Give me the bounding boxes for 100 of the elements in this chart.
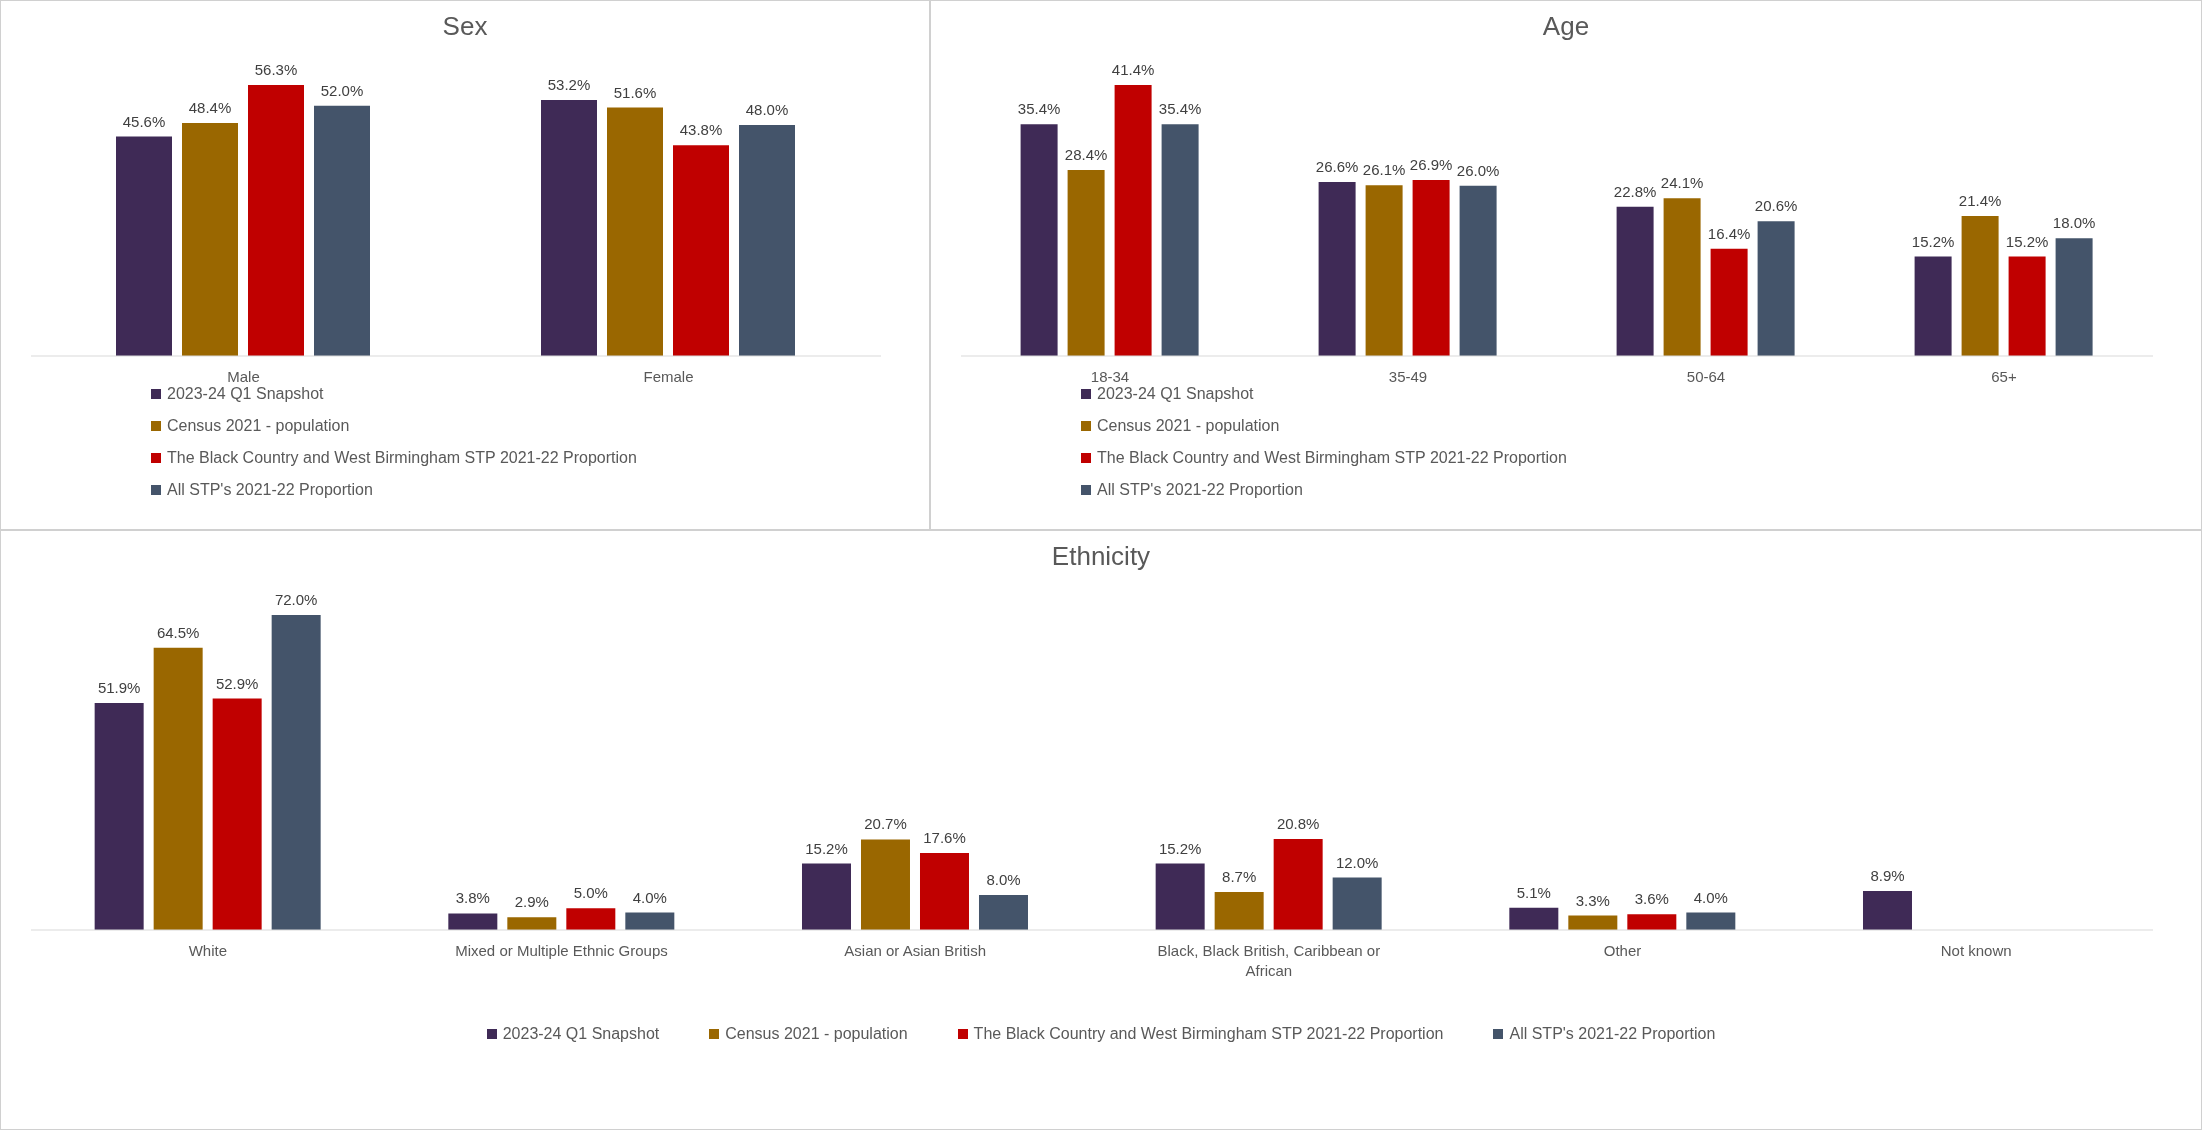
data-label: 8.0% — [986, 871, 1021, 888]
bar — [1214, 891, 1264, 930]
data-label: 2.9% — [514, 893, 549, 911]
x-tick-label: 35-49 — [1388, 368, 1428, 385]
bar — [1568, 915, 1618, 930]
data-label: 4.0% — [1693, 888, 1728, 906]
bar — [801, 863, 851, 930]
data-label: 35.4% — [1158, 100, 1202, 118]
chart-title: Age — [1541, 11, 1591, 43]
data-label: 52.0% — [320, 81, 364, 99]
data-label: 28.4% — [1064, 146, 1108, 164]
data-label: 20.6% — [1754, 197, 1798, 215]
data-label: 5.1% — [1516, 883, 1551, 901]
bar — [2008, 256, 2046, 356]
legend-label: 2023-24 Q1 Snapshot — [502, 1025, 660, 1043]
bar — [1020, 124, 1058, 356]
legend-label: The Black Country and West Birmingham STP 2021-22 Proportion — [973, 1025, 1444, 1043]
legend-label: The Black Country and West Birmingham STP 2021-22 Proportion — [1097, 449, 1567, 467]
chart-title: Sex — [441, 11, 489, 43]
data-label: 45.6% — [122, 112, 166, 130]
bar — [1412, 179, 1450, 356]
data-label: 26.9% — [1409, 155, 1453, 173]
legend-label: All STP's 2021-22 Proportion — [1097, 481, 1303, 499]
data-label: 26.6% — [1315, 157, 1359, 175]
legend-label: All STP's 2021-22 Proportion — [167, 481, 373, 499]
x-tick-label: Mixed or Multiple Ethnic Groups — [455, 942, 668, 959]
bar — [1318, 181, 1356, 356]
legend-label: Census 2021 - population — [1097, 417, 1280, 435]
bar — [978, 895, 1028, 930]
bar — [1273, 839, 1323, 930]
bar — [1459, 185, 1497, 356]
x-tick-label: 18-34 — [1090, 368, 1130, 385]
data-label: 56.3% — [254, 61, 298, 78]
bar — [607, 107, 663, 356]
bar — [860, 839, 910, 930]
x-tick-label: Female — [643, 368, 694, 385]
bar — [625, 912, 675, 930]
bar — [739, 124, 795, 356]
data-label: 21.4% — [1958, 191, 2002, 209]
data-label: 48.0% — [745, 100, 789, 118]
legend-label: Census 2021 - population — [725, 1025, 908, 1043]
data-label: 16.4% — [1707, 224, 1751, 242]
data-label: 12.0% — [1335, 853, 1379, 871]
data-label: 4.0% — [632, 888, 667, 906]
legend-label: The Black Country and West Birmingham STP 2021-22 Proportion — [167, 449, 637, 467]
bar — [919, 853, 969, 930]
data-label: 15.2% — [1158, 839, 1202, 857]
bar — [1114, 85, 1152, 356]
bar — [1961, 215, 1999, 356]
bar — [1616, 206, 1654, 356]
legend-label: All STP's 2021-22 Proportion — [1509, 1025, 1716, 1043]
bar — [1161, 124, 1199, 356]
legend-label: Census 2021 - population — [167, 417, 350, 435]
bar — [271, 615, 321, 930]
bar — [507, 917, 557, 930]
data-label: 53.2% — [547, 75, 591, 93]
data-label: 43.8% — [679, 121, 723, 139]
bar — [448, 913, 498, 930]
data-label: 20.7% — [864, 815, 907, 833]
x-tick-label: 50-64 — [1686, 368, 1726, 385]
data-label: 41.4% — [1111, 61, 1155, 78]
data-label: 3.8% — [455, 889, 490, 907]
data-label: 15.2% — [2005, 232, 2049, 250]
legend-label: 2023-24 Q1 Snapshot — [1097, 385, 1254, 403]
bar — [1663, 198, 1701, 356]
bar — [314, 105, 370, 356]
data-label: 51.6% — [613, 83, 657, 101]
bar — [1067, 170, 1105, 356]
bar — [153, 647, 203, 930]
bar — [182, 123, 238, 356]
bar — [1862, 891, 1912, 930]
bar — [1914, 256, 1952, 356]
data-label: 3.3% — [1575, 891, 1610, 909]
bar — [1686, 912, 1736, 930]
data-label: 5.0% — [573, 884, 608, 902]
x-tick-label: Asian or Asian British — [844, 942, 987, 959]
bar — [673, 145, 729, 356]
bar — [2055, 238, 2093, 356]
bar — [1710, 248, 1748, 356]
x-tick-label: Not known — [1940, 942, 2012, 959]
data-label: 8.7% — [1222, 867, 1257, 885]
bar — [1365, 185, 1403, 356]
data-label: 3.6% — [1634, 890, 1669, 908]
bar — [1627, 914, 1677, 930]
legend-label: 2023-24 Q1 Snapshot — [167, 385, 324, 403]
x-tick-label: White — [188, 942, 228, 959]
x-tick-label: Other — [1603, 942, 1642, 959]
data-label: 72.0% — [274, 591, 318, 608]
bar — [248, 85, 304, 356]
bar — [212, 698, 262, 930]
bar — [1509, 907, 1559, 930]
data-label: 24.1% — [1660, 174, 1704, 192]
bar — [1332, 877, 1382, 930]
x-tick-label: Black, Black British, Caribbean or African — [1157, 942, 1381, 979]
bar — [116, 136, 172, 356]
data-label: 64.5% — [156, 623, 200, 641]
data-label: 52.9% — [215, 674, 259, 692]
bar — [94, 702, 144, 930]
data-label: 20.8% — [1276, 815, 1320, 832]
data-label: 8.9% — [1870, 867, 1905, 885]
